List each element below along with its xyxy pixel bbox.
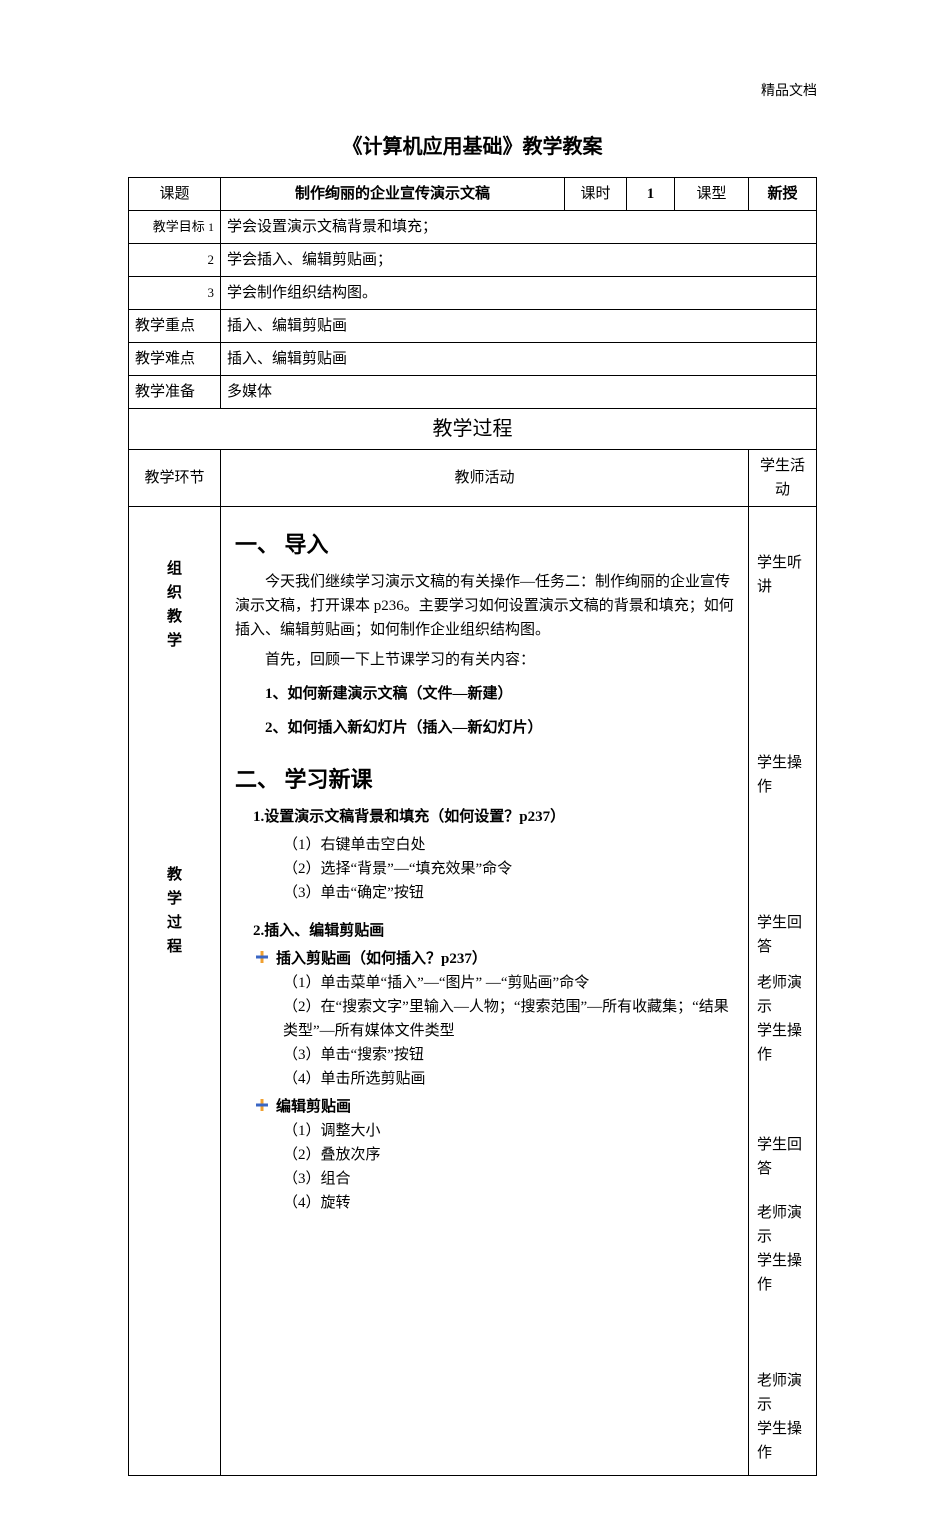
- row-objective-3: 3 学会制作组织结构图。: [129, 277, 817, 310]
- student-cell: 学生听讲 学生操作 学生回答 老师演示 学生操作 学生回答 老师演示 学生操作 …: [749, 507, 817, 1476]
- type-value: 新授: [749, 178, 817, 211]
- row-process-cols: 教学环节 教师活动 学生活动: [129, 450, 817, 507]
- stage1-c3: 教: [135, 605, 214, 629]
- stage2-c4: 程: [135, 935, 214, 959]
- s2a-title: 插入剪贴画（如何插入？p237）: [276, 947, 487, 971]
- review-2: 2、如何插入新幻灯片（插入—新幻灯片）: [235, 716, 734, 740]
- s2a-2: （2）在“搜索文字”里输入—人物；“搜索范围”—所有收藏集；“结果类型”—所有媒…: [283, 995, 734, 1043]
- row-process-title: 教学过程: [129, 409, 817, 450]
- row-difficulty: 教学难点 插入、编辑剪贴画: [129, 343, 817, 376]
- period-value: 1: [627, 178, 675, 211]
- col-student: 学生活动: [749, 450, 817, 507]
- label-prep: 教学准备: [129, 376, 221, 409]
- label-type: 课型: [675, 178, 749, 211]
- stage2-c1: 教: [135, 863, 214, 887]
- s2-title: 2.插入、编辑剪贴画: [253, 919, 734, 943]
- s2b-3: （3）组合: [283, 1167, 734, 1191]
- stage-cell: 组 织 教 学 教 学 过 程: [129, 507, 221, 1476]
- difficulty-value: 插入、编辑剪贴画: [221, 343, 817, 376]
- process-title: 教学过程: [129, 409, 817, 450]
- stage-block-2: 教 学 过 程: [135, 863, 214, 959]
- s2a-3: （3）单击“搜索”按钮: [283, 1043, 734, 1067]
- student-f1: 老师演示: [757, 1201, 808, 1249]
- page: 《计算机应用基础》教学教案 课题 制作绚丽的企业宣传演示文稿 课时 1 课型 新…: [0, 0, 945, 1536]
- label-keypoint: 教学重点: [129, 310, 221, 343]
- obj-num-2: 2: [129, 244, 221, 277]
- row-objective-2: 2 学会插入、编辑剪贴画；: [129, 244, 817, 277]
- header-mark: 精品文档: [761, 80, 817, 100]
- sec1-title: 一、 导入: [235, 527, 734, 562]
- plus-icon-2: [256, 1099, 270, 1111]
- prep-value: 多媒体: [221, 376, 817, 409]
- obj-text-2: 学会插入、编辑剪贴画；: [221, 244, 817, 277]
- s1-1: （1）右键单击空白处: [283, 833, 734, 857]
- s2b-2: （2）叠放次序: [283, 1143, 734, 1167]
- col-teacher: 教师活动: [221, 450, 749, 507]
- stage1-c4: 学: [135, 629, 214, 653]
- bullet-edit: 编辑剪贴画: [256, 1095, 734, 1119]
- stage1-c1: 组: [135, 557, 214, 581]
- doc-title: 《计算机应用基础》教学教案: [128, 130, 817, 159]
- teacher-cell: 一、 导入 今天我们继续学习演示文稿的有关操作—任务二：制作绚丽的企业宣传演示文…: [221, 507, 749, 1476]
- row-topic: 课题 制作绚丽的企业宣传演示文稿 课时 1 课型 新授: [129, 178, 817, 211]
- row-prep: 教学准备 多媒体: [129, 376, 817, 409]
- student-g1: 老师演示: [757, 1369, 808, 1417]
- s1-title: 1.设置演示文稿背景和填充（如何设置？p237）: [253, 805, 734, 829]
- stage2-c3: 过: [135, 911, 214, 935]
- plus-icon: [256, 951, 270, 963]
- keypoint-value: 插入、编辑剪贴画: [221, 310, 817, 343]
- review-1: 1、如何新建演示文稿（文件—新建）: [235, 682, 734, 706]
- s2b-title: 编辑剪贴画: [276, 1095, 351, 1119]
- sec2-title: 二、 学习新课: [235, 762, 734, 797]
- stage-block-1: 组 织 教 学: [135, 557, 214, 653]
- s2a-4: （4）单击所选剪贴画: [283, 1067, 734, 1091]
- label-difficulty: 教学难点: [129, 343, 221, 376]
- stage2-c2: 学: [135, 887, 214, 911]
- student-g2: 学生操作: [757, 1417, 808, 1465]
- student-e: 学生回答: [757, 1133, 808, 1181]
- intro-para: 今天我们继续学习演示文稿的有关操作—任务二：制作绚丽的企业宣传演示文稿，打开课本…: [235, 570, 734, 642]
- label-period: 课时: [565, 178, 627, 211]
- obj-text-3: 学会制作组织结构图。: [221, 277, 817, 310]
- stage1-c2: 织: [135, 581, 214, 605]
- row-keypoint: 教学重点 插入、编辑剪贴画: [129, 310, 817, 343]
- row-objective-1: 教学目标 1 学会设置演示文稿背景和填充；: [129, 211, 817, 244]
- student-f2: 学生操作: [757, 1249, 808, 1297]
- student-a: 学生听讲: [757, 551, 808, 599]
- student-c: 学生回答: [757, 911, 808, 959]
- lesson-plan-table: 课题 制作绚丽的企业宣传演示文稿 课时 1 课型 新授 教学目标 1 学会设置演…: [128, 177, 817, 1476]
- student-b: 学生操作: [757, 751, 808, 799]
- s2a-1: （1）单击菜单“插入”—“图片” —“剪贴画”命令: [283, 971, 734, 995]
- row-process-body: 组 织 教 学 教 学 过 程 一、 导入 今天我们继续学习演示文稿的有关操作—…: [129, 507, 817, 1476]
- s1-3: （3）单击“确定”按钮: [283, 881, 734, 905]
- s2b-4: （4）旋转: [283, 1191, 734, 1215]
- obj-num-3: 3: [129, 277, 221, 310]
- label-objectives: 教学目标: [153, 219, 205, 234]
- bullet-insert: 插入剪贴画（如何插入？p237）: [256, 947, 734, 971]
- intro-para2: 首先，回顾一下上节课学习的有关内容：: [235, 648, 734, 672]
- s2b-1: （1）调整大小: [283, 1119, 734, 1143]
- col-stage: 教学环节: [129, 450, 221, 507]
- student-d2: 学生操作: [757, 1019, 808, 1067]
- obj-text-1: 学会设置演示文稿背景和填充；: [221, 211, 817, 244]
- student-d1: 老师演示: [757, 971, 808, 1019]
- s1-2: （2）选择“背景”—“填充效果”命令: [283, 857, 734, 881]
- obj-num-1: 1: [208, 220, 214, 234]
- label-topic: 课题: [129, 178, 221, 211]
- topic-value: 制作绚丽的企业宣传演示文稿: [221, 178, 565, 211]
